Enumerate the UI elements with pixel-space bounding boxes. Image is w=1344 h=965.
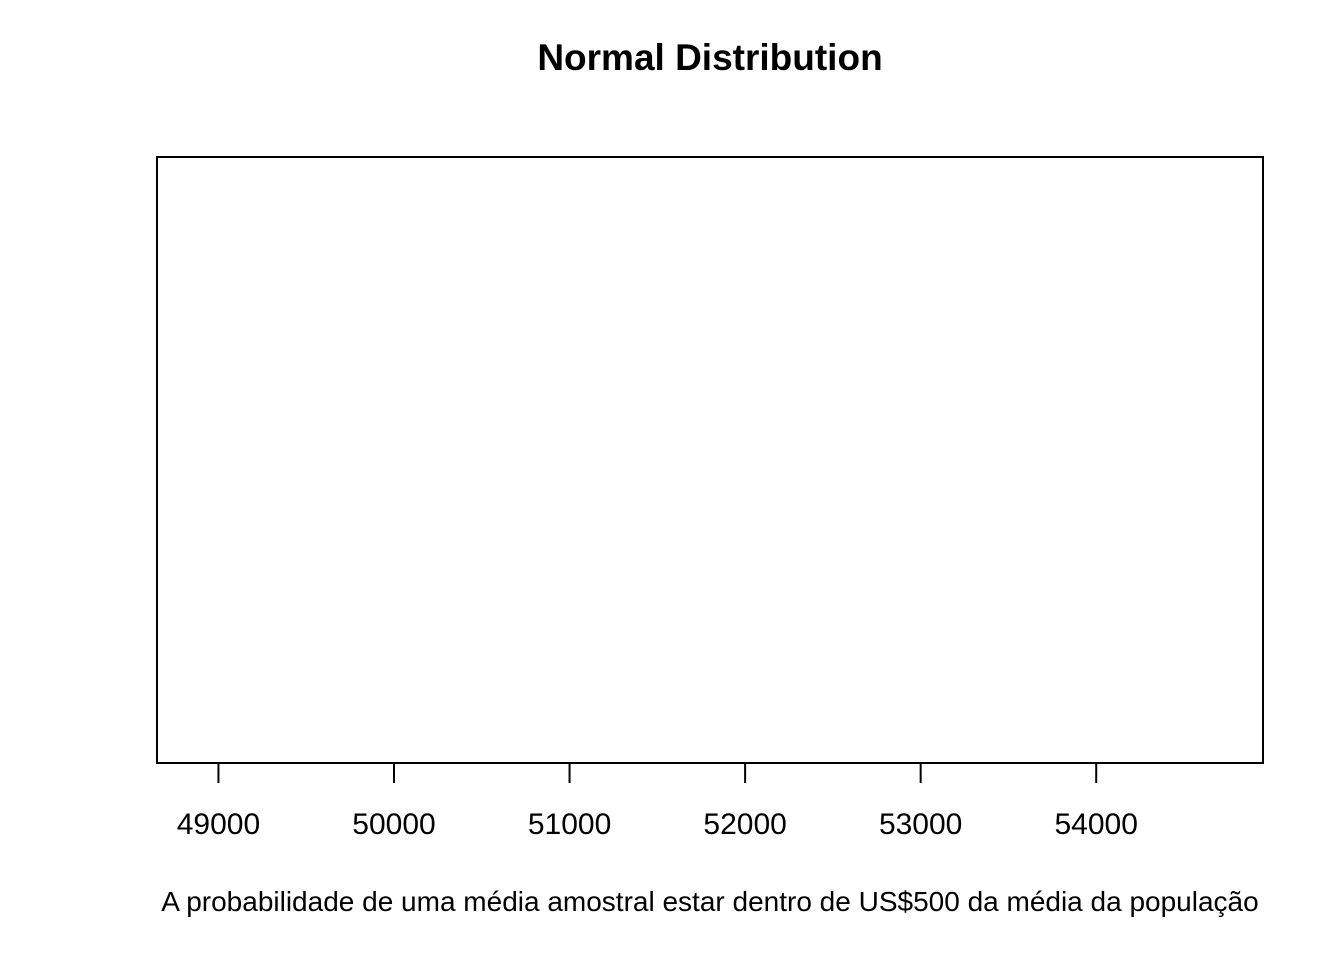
x-tick-label: 53000 (879, 808, 962, 841)
x-tick-label: 50000 (352, 808, 435, 841)
x-axis: 49000 50000 51000 52000 53000 54000 (177, 762, 1138, 841)
x-tick-label: 49000 (177, 808, 260, 841)
x-tick-label: 52000 (703, 808, 786, 841)
plot-frame (156, 156, 1264, 764)
x-axis-label: A probabilidade de uma média amostral es… (161, 886, 1258, 917)
x-tick-label: 54000 (1055, 808, 1138, 841)
x-tick-label: 51000 (528, 808, 611, 841)
chart-title: Normal Distribution (537, 37, 882, 78)
